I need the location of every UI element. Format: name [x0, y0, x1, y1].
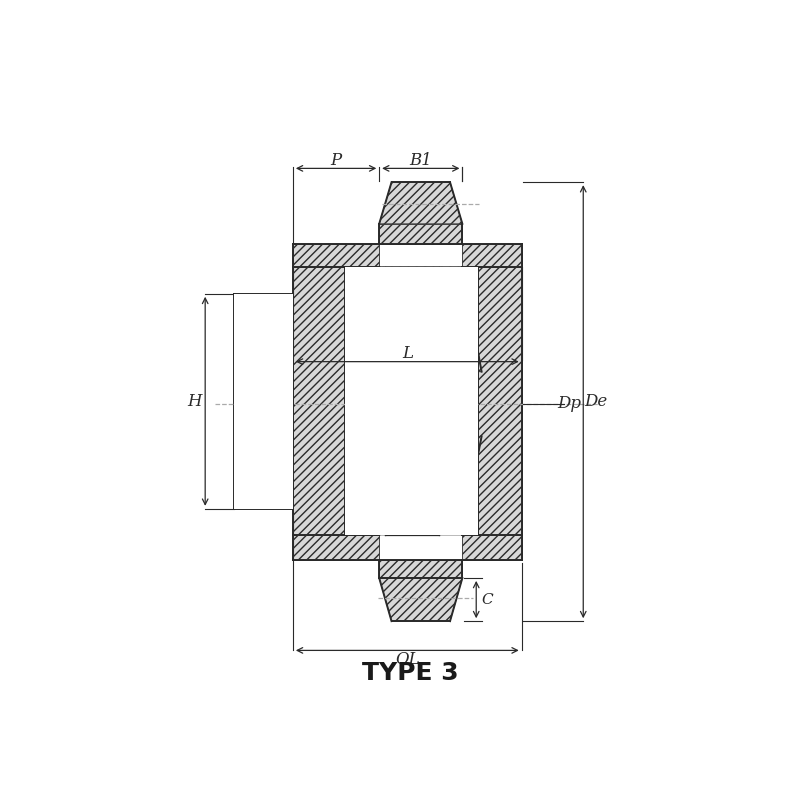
- Polygon shape: [293, 267, 346, 535]
- Polygon shape: [478, 267, 522, 535]
- Text: H: H: [187, 393, 202, 410]
- Polygon shape: [379, 182, 462, 224]
- Polygon shape: [462, 244, 522, 267]
- Text: C: C: [481, 593, 493, 606]
- Polygon shape: [234, 294, 293, 509]
- Text: L: L: [402, 346, 413, 362]
- Text: P: P: [330, 152, 342, 169]
- Polygon shape: [379, 578, 462, 621]
- Text: OL: OL: [395, 651, 420, 668]
- Polygon shape: [346, 267, 478, 535]
- Polygon shape: [358, 267, 482, 372]
- Polygon shape: [356, 267, 379, 372]
- Text: B1: B1: [410, 152, 432, 169]
- Polygon shape: [358, 267, 482, 372]
- Polygon shape: [293, 535, 379, 559]
- Text: Dp: Dp: [558, 395, 582, 413]
- Polygon shape: [379, 559, 462, 578]
- Polygon shape: [358, 436, 482, 535]
- Text: De: De: [584, 393, 607, 410]
- Polygon shape: [379, 224, 462, 244]
- Polygon shape: [293, 244, 379, 267]
- Text: TYPE 3: TYPE 3: [362, 662, 458, 686]
- Polygon shape: [462, 535, 522, 559]
